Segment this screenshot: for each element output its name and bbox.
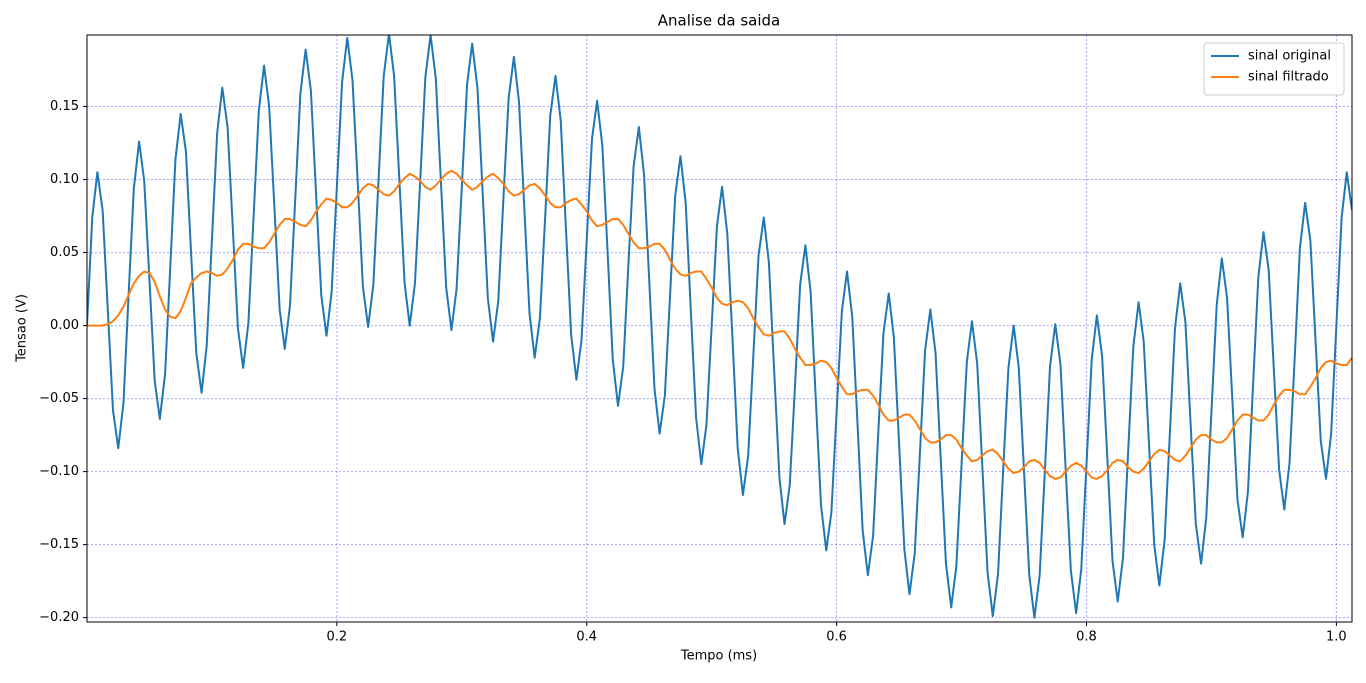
legend-label: sinal filtrado	[1248, 70, 1329, 85]
grid	[87, 35, 1352, 622]
y-tick-label: 0.10	[50, 172, 79, 187]
y-tick-label: −0.15	[39, 537, 79, 552]
y-tick-label: −0.05	[39, 391, 79, 406]
x-tick-label: 1.0	[1326, 630, 1347, 645]
legend: sinal original sinal filtrado	[1203, 42, 1345, 96]
series-line	[87, 169, 1352, 480]
x-tick-label: 0.4	[576, 630, 597, 645]
series-line	[87, 35, 1352, 619]
y-tick-label: 0.00	[50, 318, 79, 333]
x-tick-label: 0.2	[327, 630, 348, 645]
plot-lines	[87, 35, 1352, 619]
y-tick-label: 0.15	[50, 99, 79, 114]
y-tick-label: 0.05	[50, 245, 79, 260]
plot-frame	[86, 34, 1353, 623]
y-tick-label: −0.10	[39, 464, 79, 479]
chart-title: Analise da saida	[658, 12, 780, 30]
y-tick-label: −0.20	[39, 610, 79, 625]
x-axis-label: Tempo (ms)	[680, 649, 757, 664]
x-tick-label: 0.6	[826, 630, 847, 645]
legend-label: sinal original	[1248, 49, 1331, 64]
x-tick-label: 0.8	[1076, 630, 1097, 645]
ticks: 0.2 0.4 0.6 0.8 1.0 −0.20 −0.15 −0.10 −0.05 0.00 0…	[39, 99, 1347, 644]
y-axis-label: Tensao (V)	[15, 294, 30, 363]
